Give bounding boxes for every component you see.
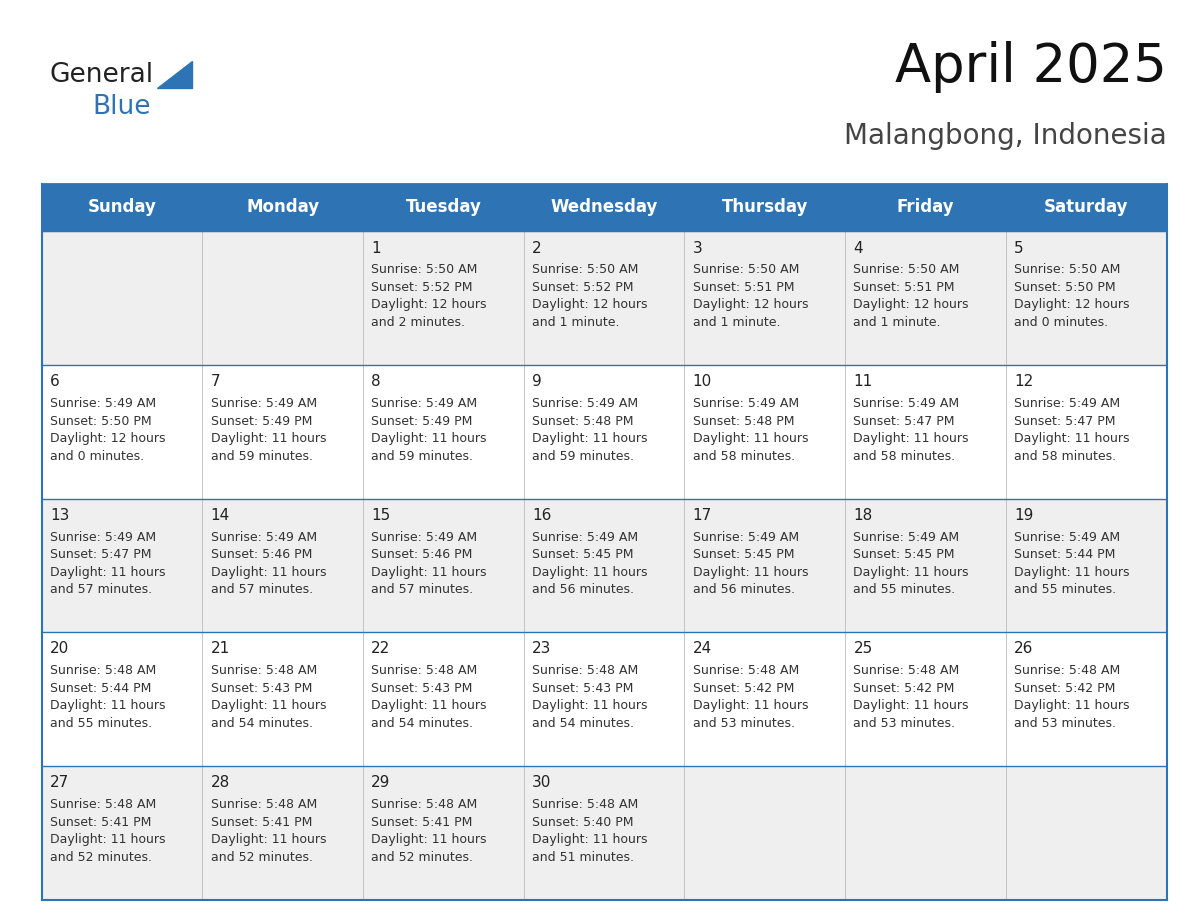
Text: 15: 15: [372, 508, 391, 523]
Text: Saturday: Saturday: [1044, 198, 1129, 217]
Text: 7: 7: [210, 375, 220, 389]
Bar: [42, 633, 1167, 766]
Bar: [42, 231, 1167, 365]
Polygon shape: [157, 62, 192, 88]
Text: Sunrise: 5:50 AM
Sunset: 5:50 PM
Daylight: 12 hours
and 0 minutes.: Sunrise: 5:50 AM Sunset: 5:50 PM Dayligh…: [1015, 263, 1130, 329]
Text: 1: 1: [372, 241, 381, 255]
Text: Sunrise: 5:50 AM
Sunset: 5:52 PM
Daylight: 12 hours
and 1 minute.: Sunrise: 5:50 AM Sunset: 5:52 PM Dayligh…: [532, 263, 647, 329]
Text: 16: 16: [532, 508, 551, 523]
Text: 19: 19: [1015, 508, 1034, 523]
Text: Sunrise: 5:49 AM
Sunset: 5:45 PM
Daylight: 11 hours
and 56 minutes.: Sunrise: 5:49 AM Sunset: 5:45 PM Dayligh…: [693, 531, 808, 597]
Text: 11: 11: [853, 375, 873, 389]
Text: 25: 25: [853, 642, 873, 656]
Text: 23: 23: [532, 642, 551, 656]
Text: April 2025: April 2025: [895, 41, 1167, 93]
Text: 12: 12: [1015, 375, 1034, 389]
Text: Sunrise: 5:49 AM
Sunset: 5:49 PM
Daylight: 11 hours
and 59 minutes.: Sunrise: 5:49 AM Sunset: 5:49 PM Dayligh…: [210, 397, 327, 463]
Text: Thursday: Thursday: [721, 198, 808, 217]
Text: Sunrise: 5:48 AM
Sunset: 5:41 PM
Daylight: 11 hours
and 52 minutes.: Sunrise: 5:48 AM Sunset: 5:41 PM Dayligh…: [50, 798, 165, 864]
Text: Sunrise: 5:49 AM
Sunset: 5:49 PM
Daylight: 11 hours
and 59 minutes.: Sunrise: 5:49 AM Sunset: 5:49 PM Dayligh…: [372, 397, 487, 463]
Text: Sunrise: 5:50 AM
Sunset: 5:51 PM
Daylight: 12 hours
and 1 minute.: Sunrise: 5:50 AM Sunset: 5:51 PM Dayligh…: [853, 263, 969, 329]
Text: Friday: Friday: [897, 198, 954, 217]
Text: Sunrise: 5:49 AM
Sunset: 5:44 PM
Daylight: 11 hours
and 55 minutes.: Sunrise: 5:49 AM Sunset: 5:44 PM Dayligh…: [1015, 531, 1130, 597]
Text: Sunrise: 5:49 AM
Sunset: 5:45 PM
Daylight: 11 hours
and 55 minutes.: Sunrise: 5:49 AM Sunset: 5:45 PM Dayligh…: [853, 531, 969, 597]
Text: Sunrise: 5:48 AM
Sunset: 5:40 PM
Daylight: 11 hours
and 51 minutes.: Sunrise: 5:48 AM Sunset: 5:40 PM Dayligh…: [532, 798, 647, 864]
Text: 26: 26: [1015, 642, 1034, 656]
Text: 14: 14: [210, 508, 229, 523]
Text: 20: 20: [50, 642, 69, 656]
Text: Sunrise: 5:48 AM
Sunset: 5:42 PM
Daylight: 11 hours
and 53 minutes.: Sunrise: 5:48 AM Sunset: 5:42 PM Dayligh…: [1015, 665, 1130, 730]
Text: 27: 27: [50, 775, 69, 790]
Text: Sunrise: 5:50 AM
Sunset: 5:52 PM
Daylight: 12 hours
and 2 minutes.: Sunrise: 5:50 AM Sunset: 5:52 PM Dayligh…: [372, 263, 487, 329]
Text: Sunrise: 5:48 AM
Sunset: 5:42 PM
Daylight: 11 hours
and 53 minutes.: Sunrise: 5:48 AM Sunset: 5:42 PM Dayligh…: [853, 665, 969, 730]
Bar: [42, 184, 1167, 231]
Text: Sunrise: 5:48 AM
Sunset: 5:43 PM
Daylight: 11 hours
and 54 minutes.: Sunrise: 5:48 AM Sunset: 5:43 PM Dayligh…: [532, 665, 647, 730]
Text: 3: 3: [693, 241, 702, 255]
Text: 2: 2: [532, 241, 542, 255]
Text: 28: 28: [210, 775, 229, 790]
Text: Blue: Blue: [93, 95, 151, 120]
Text: 13: 13: [50, 508, 69, 523]
Text: 10: 10: [693, 375, 712, 389]
Text: Sunday: Sunday: [88, 198, 157, 217]
Text: 17: 17: [693, 508, 712, 523]
Text: Sunrise: 5:48 AM
Sunset: 5:43 PM
Daylight: 11 hours
and 54 minutes.: Sunrise: 5:48 AM Sunset: 5:43 PM Dayligh…: [210, 665, 327, 730]
Text: 21: 21: [210, 642, 229, 656]
Text: Sunrise: 5:48 AM
Sunset: 5:44 PM
Daylight: 11 hours
and 55 minutes.: Sunrise: 5:48 AM Sunset: 5:44 PM Dayligh…: [50, 665, 165, 730]
Text: Sunrise: 5:48 AM
Sunset: 5:41 PM
Daylight: 11 hours
and 52 minutes.: Sunrise: 5:48 AM Sunset: 5:41 PM Dayligh…: [210, 798, 327, 864]
Text: Sunrise: 5:49 AM
Sunset: 5:50 PM
Daylight: 12 hours
and 0 minutes.: Sunrise: 5:49 AM Sunset: 5:50 PM Dayligh…: [50, 397, 165, 463]
Text: Sunrise: 5:49 AM
Sunset: 5:48 PM
Daylight: 11 hours
and 58 minutes.: Sunrise: 5:49 AM Sunset: 5:48 PM Dayligh…: [693, 397, 808, 463]
Text: 5: 5: [1015, 241, 1024, 255]
Text: Wednesday: Wednesday: [550, 198, 658, 217]
Text: 22: 22: [372, 642, 391, 656]
Text: Sunrise: 5:49 AM
Sunset: 5:47 PM
Daylight: 11 hours
and 57 minutes.: Sunrise: 5:49 AM Sunset: 5:47 PM Dayligh…: [50, 531, 165, 597]
Text: Sunrise: 5:49 AM
Sunset: 5:47 PM
Daylight: 11 hours
and 58 minutes.: Sunrise: 5:49 AM Sunset: 5:47 PM Dayligh…: [1015, 397, 1130, 463]
Text: 9: 9: [532, 375, 542, 389]
Text: 18: 18: [853, 508, 873, 523]
Bar: [42, 498, 1167, 633]
Text: Sunrise: 5:49 AM
Sunset: 5:46 PM
Daylight: 11 hours
and 57 minutes.: Sunrise: 5:49 AM Sunset: 5:46 PM Dayligh…: [372, 531, 487, 597]
Text: Sunrise: 5:48 AM
Sunset: 5:42 PM
Daylight: 11 hours
and 53 minutes.: Sunrise: 5:48 AM Sunset: 5:42 PM Dayligh…: [693, 665, 808, 730]
Text: 8: 8: [372, 375, 381, 389]
Bar: [42, 365, 1167, 498]
Text: Sunrise: 5:49 AM
Sunset: 5:47 PM
Daylight: 11 hours
and 58 minutes.: Sunrise: 5:49 AM Sunset: 5:47 PM Dayligh…: [853, 397, 969, 463]
Text: Malangbong, Indonesia: Malangbong, Indonesia: [843, 122, 1167, 150]
Text: Tuesday: Tuesday: [405, 198, 481, 217]
Text: Sunrise: 5:49 AM
Sunset: 5:46 PM
Daylight: 11 hours
and 57 minutes.: Sunrise: 5:49 AM Sunset: 5:46 PM Dayligh…: [210, 531, 327, 597]
Text: 6: 6: [50, 375, 59, 389]
Text: Sunrise: 5:48 AM
Sunset: 5:41 PM
Daylight: 11 hours
and 52 minutes.: Sunrise: 5:48 AM Sunset: 5:41 PM Dayligh…: [372, 798, 487, 864]
Text: Monday: Monday: [246, 198, 320, 217]
Text: 30: 30: [532, 775, 551, 790]
Text: 4: 4: [853, 241, 864, 255]
Text: 29: 29: [372, 775, 391, 790]
Text: Sunrise: 5:49 AM
Sunset: 5:45 PM
Daylight: 11 hours
and 56 minutes.: Sunrise: 5:49 AM Sunset: 5:45 PM Dayligh…: [532, 531, 647, 597]
Text: Sunrise: 5:49 AM
Sunset: 5:48 PM
Daylight: 11 hours
and 59 minutes.: Sunrise: 5:49 AM Sunset: 5:48 PM Dayligh…: [532, 397, 647, 463]
Text: Sunrise: 5:48 AM
Sunset: 5:43 PM
Daylight: 11 hours
and 54 minutes.: Sunrise: 5:48 AM Sunset: 5:43 PM Dayligh…: [372, 665, 487, 730]
Text: 24: 24: [693, 642, 712, 656]
Bar: [42, 766, 1167, 900]
Text: Sunrise: 5:50 AM
Sunset: 5:51 PM
Daylight: 12 hours
and 1 minute.: Sunrise: 5:50 AM Sunset: 5:51 PM Dayligh…: [693, 263, 808, 329]
Text: General: General: [49, 62, 153, 88]
